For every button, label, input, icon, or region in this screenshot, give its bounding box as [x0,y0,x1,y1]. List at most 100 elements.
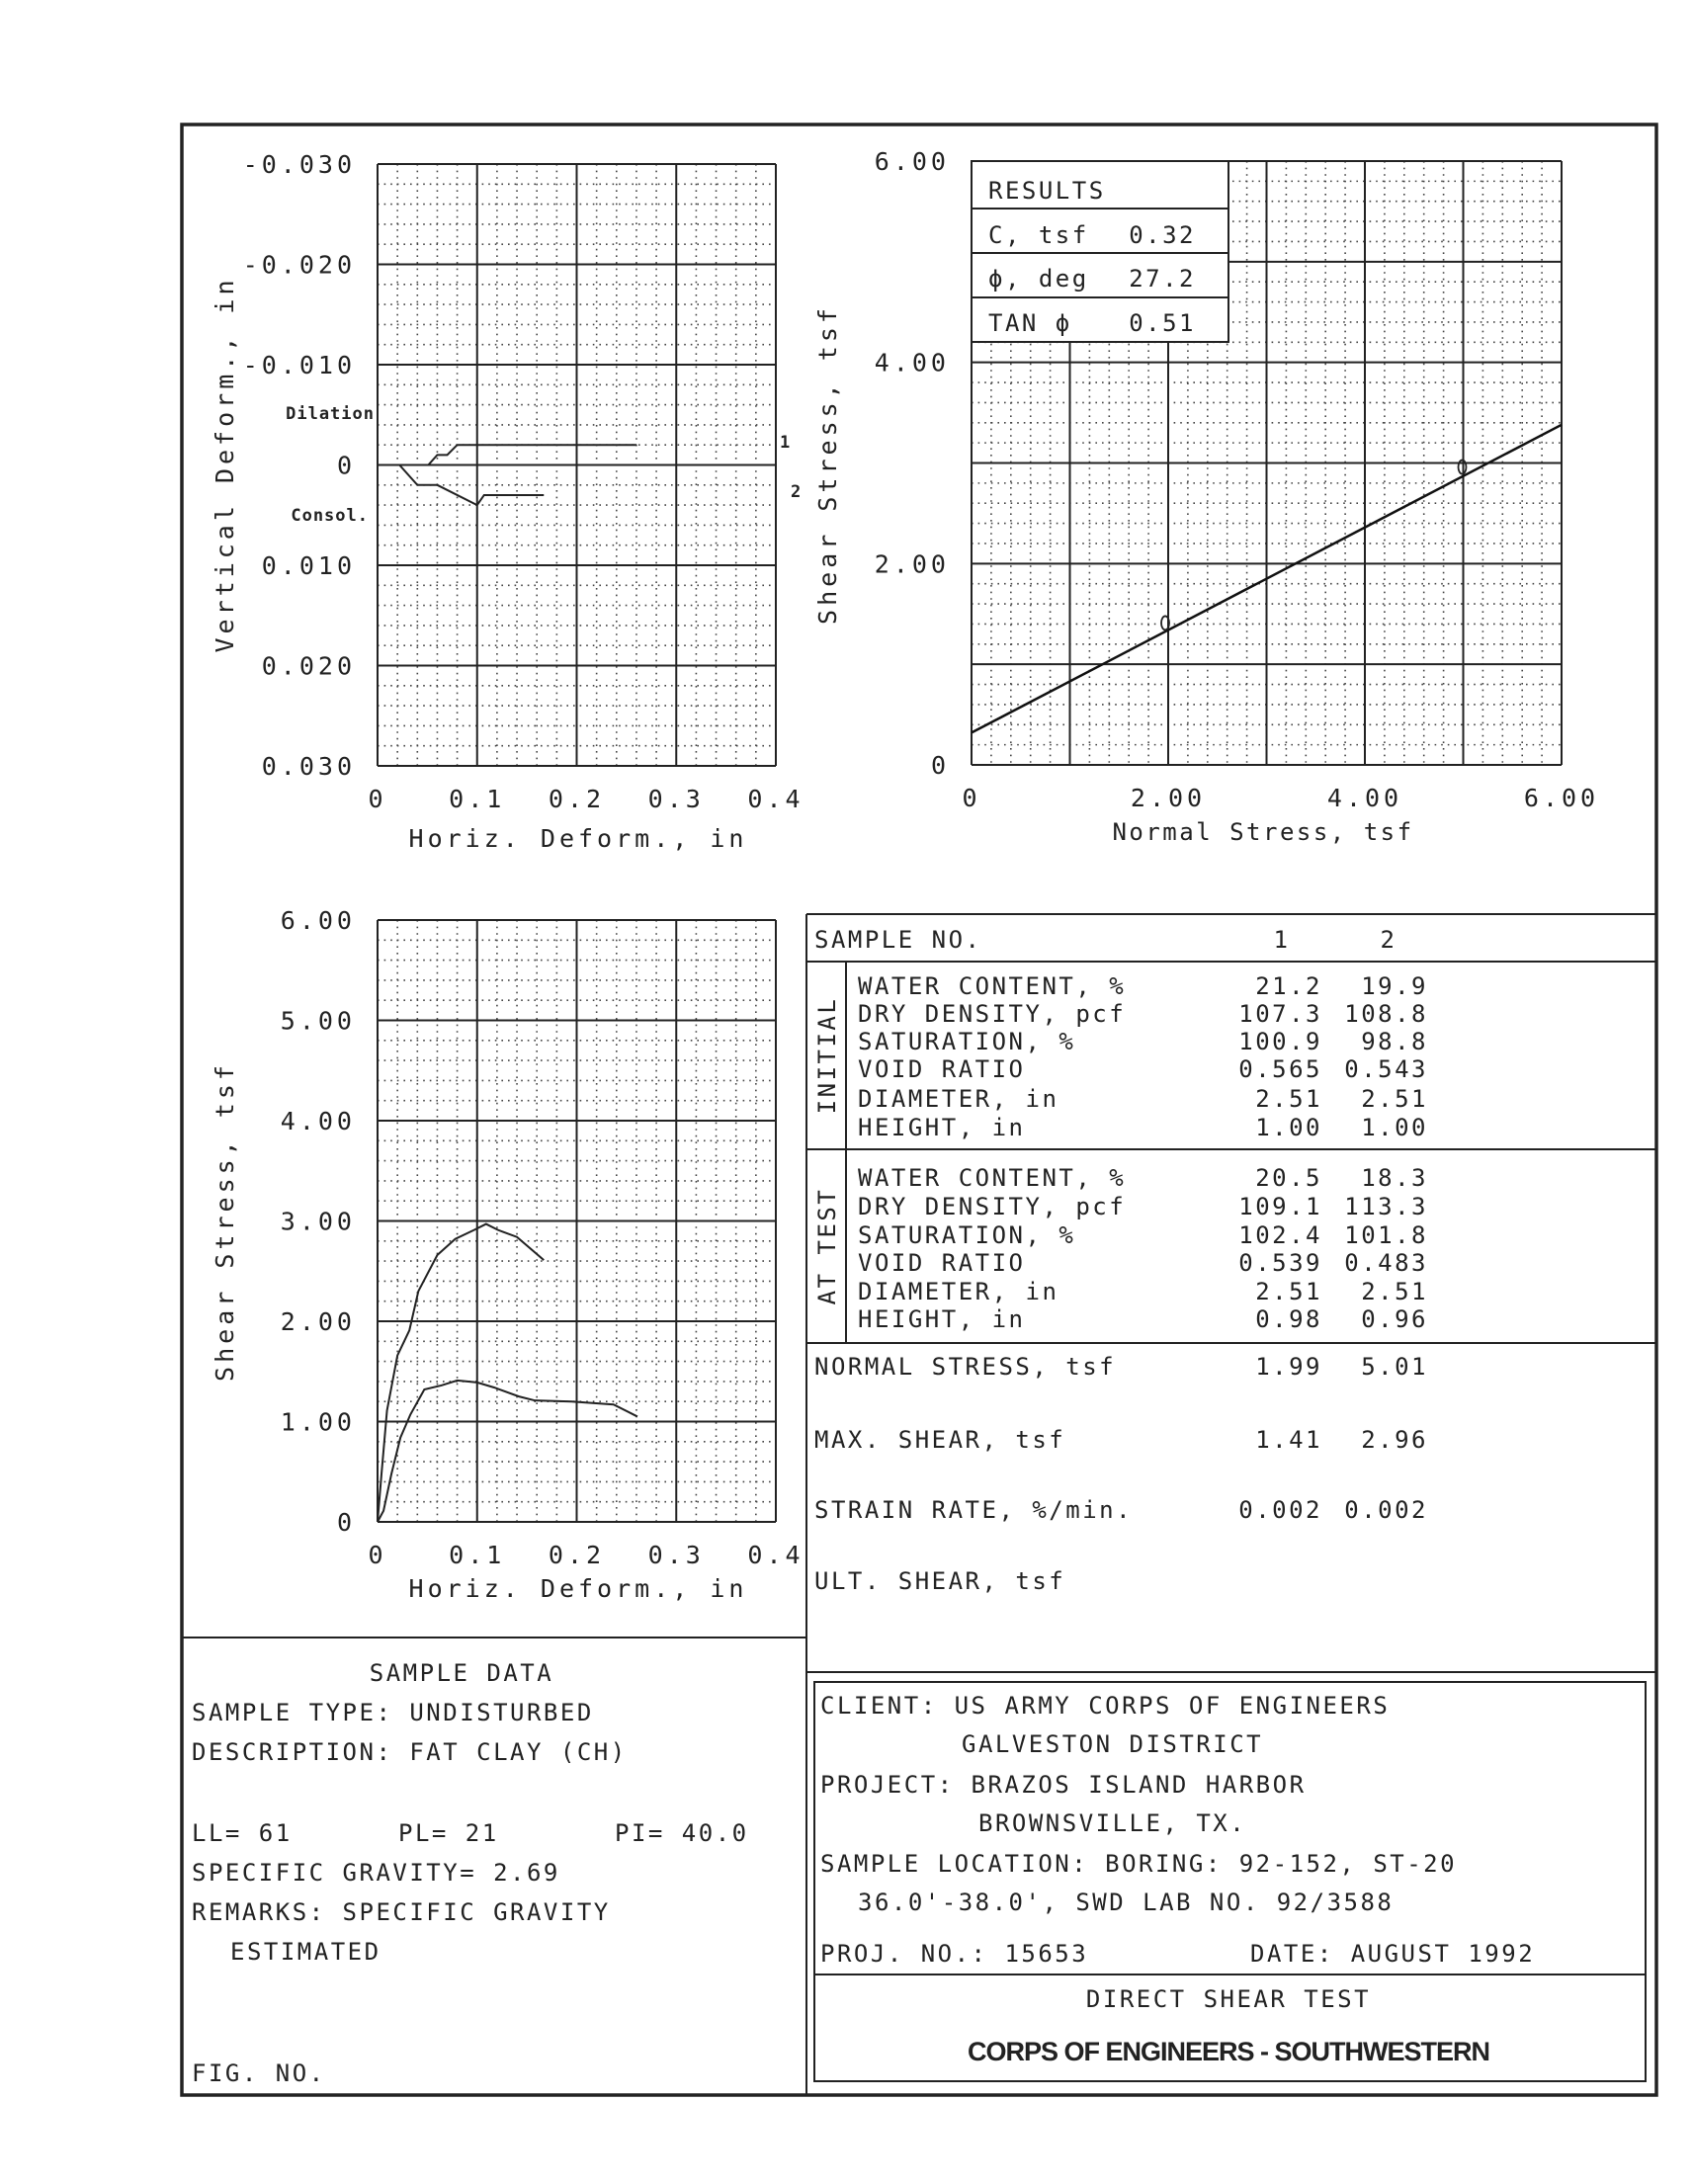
series-label-2: 2 [791,482,802,502]
chart3-ylabel: Shear Stress, tsf [211,1061,239,1382]
at-test-section-label: AT TEST [813,1188,841,1305]
y-tick-label: 2.00 [875,549,950,578]
x-tick-label: 0.2 [549,1541,605,1569]
x-tick-label: 0 [368,785,386,813]
chart2-ylabel: Shear Stress, tsf [813,304,842,625]
y-tick-label: 0.030 [262,752,356,781]
failure-envelope-line [971,423,1563,734]
initial-row-value-2: 2.51 [1361,1085,1428,1113]
summary-row-value-1: 1.41 [1255,1426,1322,1454]
remarks-cont: ESTIMATED [230,1938,381,1966]
summary-row-label: MAX. SHEAR, tsf [814,1426,1065,1454]
chart3-xlabel: Horiz. Deform., in [409,1574,748,1603]
summary-row-label: STRAIN RATE, %/min. [814,1496,1133,1524]
y-tick-label: 5.00 [281,1007,356,1036]
at-test-row-value-1: 0.98 [1255,1305,1322,1333]
at-test-row-value-1: 0.539 [1238,1249,1322,1277]
results-c-label: C, tsf [988,221,1089,249]
data-point-1 [1160,615,1170,631]
at-test-row-value-2: 2.51 [1361,1278,1428,1305]
sample-no-label: SAMPLE NO. [814,926,982,954]
y-tick-label: 1.00 [281,1408,356,1437]
at-test-row-value-2: 101.8 [1344,1221,1428,1249]
date: DATE: AUGUST 1992 [1250,1940,1535,1968]
at-test-row-value-1: 102.4 [1238,1221,1322,1249]
consol-label: Consol. [291,506,369,526]
page-frame [180,123,1658,2097]
initial-row-label: HEIGHT, in [858,1114,1026,1141]
y-tick-label: -0.020 [243,251,356,280]
x-tick-label: 4.00 [1327,784,1402,812]
vertical-deform-chart: 0 0.1 0.2 0.3 0.4 -0.030 -0.020 -0.010 0 0.010 0.0… [243,150,804,813]
initial-row-value-2: 0.543 [1344,1055,1428,1083]
at-test-row-label: WATER CONTENT, % [858,1164,1126,1192]
plasticity-index: PI= 40.0 [615,1819,749,1847]
results-phi-label: ϕ, deg [988,265,1089,293]
sample-location: SAMPLE LOCATION: BORING: 92-152, ST-20 [820,1850,1457,1878]
at-test-row-label: HEIGHT, in [858,1305,1026,1333]
project-cont: BROWNSVILLE, TX. [978,1809,1246,1837]
shear-stress-chart: 0 0.1 0.2 0.3 0.4 0 1.00 2.00 3.00 4.00 5.00 6.00 [281,906,804,1569]
series-label-1: 1 [780,433,791,453]
at-test-row-value-1: 2.51 [1255,1278,1322,1305]
initial-row-value-2: 108.8 [1344,1000,1428,1028]
initial-row-value-2: 1.00 [1361,1114,1428,1141]
sample-col-1: 1 [1274,926,1291,954]
initial-row-value-1: 21.2 [1255,972,1322,1000]
initial-row-value-1: 2.51 [1255,1085,1322,1113]
results-title: RESULTS [988,177,1106,205]
project: PROJECT: BRAZOS ISLAND HARBOR [820,1771,1307,1799]
summary-row-value-2: 5.01 [1361,1353,1428,1381]
initial-row-value-2: 19.9 [1361,972,1428,1000]
results-tanphi-label: TAN ϕ [988,309,1072,337]
x-tick-label: 0 [368,1541,386,1569]
title-block: CLIENT: US ARMY CORPS OF ENGINEERS GALVE… [813,1681,1647,2082]
summary-row-value-2: 0.002 [1344,1496,1428,1524]
client-cont: GALVESTON DISTRICT [962,1730,1263,1758]
results-tanphi-value: 0.51 [1129,309,1196,337]
fig-no: FIG. NO. [192,2059,326,2087]
at-test-row-label: VOID RATIO [858,1249,1026,1277]
y-tick-label: 0 [337,452,356,480]
x-tick-label: 0.1 [449,785,505,813]
series-line-2 [377,1222,545,1523]
series-line-1 [378,444,636,466]
y-tick-label: 0 [931,751,950,780]
y-tick-label: -0.010 [243,351,356,379]
initial-row-value-1: 107.3 [1238,1000,1322,1028]
x-tick-label: 0.4 [747,785,804,813]
y-tick-label: 2.00 [281,1307,356,1336]
at-test-row-label: SATURATION, % [858,1221,1075,1249]
y-tick-label: 6.00 [875,147,950,176]
sample-table: SAMPLE NO. 1 2 INITIAL AT TEST WATER CON… [805,913,1656,2095]
x-tick-label: 2.00 [1131,784,1206,812]
remarks: REMARKS: SPECIFIC GRAVITY [192,1898,611,1926]
x-tick-label: 0.3 [648,1541,705,1569]
data-point-2 [1457,459,1468,475]
initial-row-value-2: 98.8 [1361,1028,1428,1055]
sample-data-section: SAMPLE DATA SAMPLE TYPE: UNDISTURBED DES… [182,1637,806,2087]
x-tick-label: 0.3 [648,785,705,813]
specific-gravity: SPECIFIC GRAVITY= 2.69 [192,1859,560,1887]
y-tick-label: 4.00 [875,349,950,378]
at-test-row-value-1: 109.1 [1238,1193,1322,1220]
at-test-row-value-1: 20.5 [1255,1164,1322,1192]
initial-row-value-1: 1.00 [1255,1114,1322,1141]
y-tick-label: 0 [337,1508,356,1537]
at-test-row-value-2: 0.483 [1344,1249,1428,1277]
summary-row-value-1: 1.99 [1255,1353,1322,1381]
chart2-xlabel: Normal Stress, tsf [1112,818,1413,846]
x-tick-label: 0.2 [549,785,605,813]
x-tick-label: 6.00 [1524,784,1599,812]
results-box: RESULTS C, tsf 0.32 ϕ, deg 27.2 TAN ϕ 0.… [971,160,1229,343]
project-number: PROJ. NO.: 15653 [820,1940,1088,1968]
liquid-limit: LL= 61 [192,1819,293,1847]
sample-type: SAMPLE TYPE: UNDISTURBED [192,1699,594,1726]
x-tick-label: 0.4 [747,1541,804,1569]
y-tick-label: -0.030 [243,150,356,179]
series-line-1 [377,1379,638,1523]
series-line-2 [378,463,545,507]
summary-row-label: NORMAL STRESS, tsf [814,1353,1116,1381]
initial-row-label: WATER CONTENT, % [858,972,1126,1000]
results-phi-value: 27.2 [1129,265,1196,293]
